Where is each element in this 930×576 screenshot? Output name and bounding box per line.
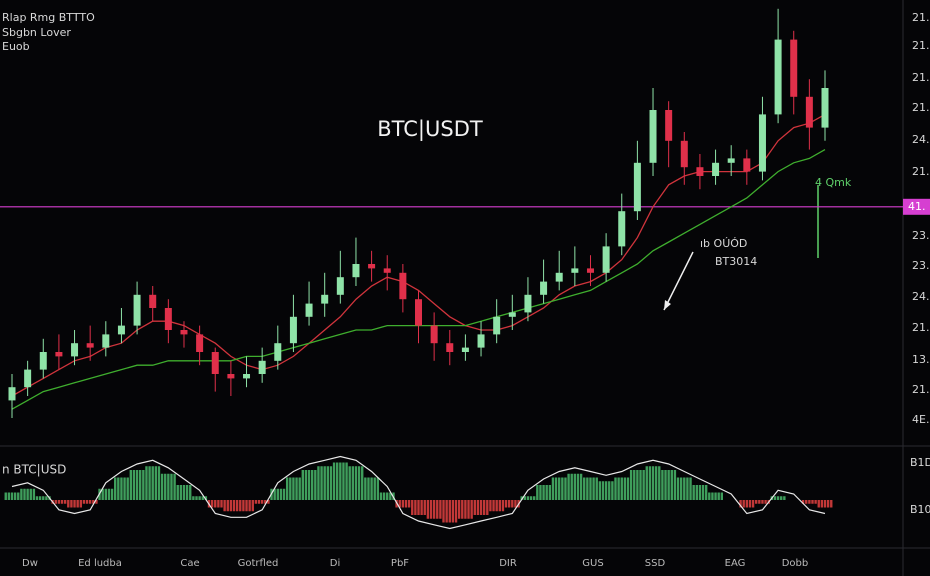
x-label: Cae [180,558,199,569]
candle-body [117,325,125,335]
price-label: 24. [912,133,930,146]
x-label: Di [330,558,340,569]
candle-body [571,268,579,273]
candle-body [368,264,376,269]
candle-body [321,294,329,304]
oscillator-title: n BTC|USD [2,463,66,477]
price-label: 23. [912,229,930,242]
candle-body [430,325,438,344]
candle-body [602,246,610,273]
candle-body [446,343,454,352]
price-label: 4E. [912,413,929,426]
candle-body [524,294,532,313]
x-label: GUS [582,558,603,569]
candle-body [164,308,172,330]
candle-body [493,316,501,335]
candle-body [540,281,548,295]
header-text: Rlap Rmg BTTTO [2,11,95,24]
x-label: Dobb [782,558,809,569]
candle-body [133,294,141,326]
candle-body [352,264,360,278]
candle-body [243,374,251,379]
candle-body [180,330,188,335]
candle-body [555,272,563,282]
candle-body [227,374,235,379]
x-label: EAG [725,558,746,569]
price-label: 21. [912,383,930,396]
candle-body [805,96,813,128]
candle-body [102,334,110,348]
annotation-arrow [663,251,694,311]
header-text: Sbgbn Lover [2,26,71,39]
oscillator-label: B10 [910,503,930,516]
candle-body [790,39,798,97]
candle-body [743,158,751,172]
candle-body [586,268,594,273]
candle-body [508,312,516,317]
chart-title: BTC|USDT [377,117,483,142]
candle-body [55,352,63,357]
candle-body [477,334,485,348]
candle-body [289,316,297,344]
price-label: 13. [912,353,930,366]
price-label: 21.6 [912,321,930,334]
price-label: 21. [912,165,930,178]
price-label: 21.6 [912,101,930,114]
price-label: 21.5 [912,71,930,84]
candle-body [399,272,407,300]
candle-body [71,343,79,357]
candle-body [274,343,282,361]
price-label: 23.2 [912,259,930,272]
candle-body [665,110,673,141]
candle-body [821,88,829,128]
header-text: Euob [2,40,30,53]
candle-body [680,140,688,168]
candle-body [24,369,32,388]
x-label: Gotrfled [238,558,279,569]
candle-body [211,352,219,374]
annotation: 4 Qmk [815,176,852,189]
price-label: 21. [912,11,930,24]
candle-body [149,294,157,308]
candle-body [86,343,94,348]
candle-body [196,334,204,352]
candle-body [8,387,16,401]
oscillator-label: B1D [910,456,930,469]
annotation: BT3014 [715,255,757,268]
candle-body [633,162,641,212]
price-line-label: 41. [908,200,926,213]
annotation: ıb OÚÓD [700,237,747,250]
candle-body [383,268,391,273]
candle-body [461,347,469,352]
x-label: DIR [499,558,517,569]
arrow-head [664,300,671,310]
candle-body [39,352,47,370]
candle-body [649,110,657,163]
candle-body [758,114,766,172]
candle-body [618,211,626,247]
candle-body [415,299,422,326]
candle-body [727,158,735,163]
x-label: SSD [645,558,666,569]
candle-body [696,167,704,176]
x-label: Ed ludba [78,558,122,569]
candle-body [305,303,313,317]
x-label: PbF [391,558,409,569]
price-line-box [903,198,930,215]
price-label: 24.3 [912,290,930,303]
candle-body [712,162,720,176]
candle-body [258,360,266,374]
candle-body [336,277,344,295]
oscillator-line [11,455,826,530]
x-label: Dw [22,558,38,569]
candle-body [774,39,782,115]
price-label: 21.1 [912,39,930,52]
